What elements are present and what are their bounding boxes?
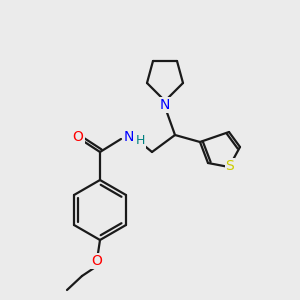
Text: O: O xyxy=(92,254,102,268)
Text: N: N xyxy=(124,130,134,144)
Text: H: H xyxy=(135,134,145,148)
Text: O: O xyxy=(73,130,83,144)
Text: S: S xyxy=(226,159,234,173)
Text: N: N xyxy=(160,98,170,112)
